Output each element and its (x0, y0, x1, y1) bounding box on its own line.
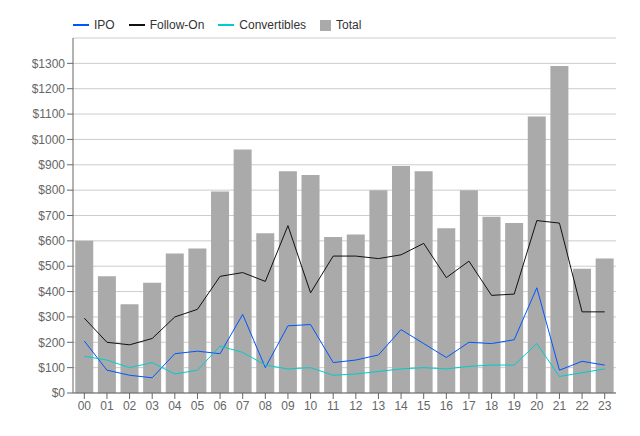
svg-text:13: 13 (372, 399, 386, 413)
svg-text:$600: $600 (38, 234, 65, 248)
svg-text:19: 19 (508, 399, 522, 413)
svg-text:06: 06 (213, 399, 227, 413)
svg-text:11: 11 (327, 399, 340, 413)
svg-text:$900: $900 (38, 158, 65, 172)
svg-text:02: 02 (123, 399, 137, 413)
svg-text:08: 08 (259, 399, 273, 413)
svg-text:04: 04 (168, 399, 182, 413)
svg-text:12: 12 (349, 399, 363, 413)
svg-text:$100: $100 (38, 361, 65, 375)
svg-text:15: 15 (417, 399, 431, 413)
svg-text:14: 14 (394, 399, 408, 413)
svg-text:$300: $300 (38, 310, 65, 324)
svg-text:23: 23 (598, 399, 612, 413)
svg-text:$200: $200 (38, 336, 65, 350)
svg-text:20: 20 (530, 399, 544, 413)
svg-text:$700: $700 (38, 209, 65, 223)
svg-text:16: 16 (440, 399, 454, 413)
html-text:IPO: IPO (94, 18, 115, 32)
svg-text:05: 05 (191, 399, 205, 413)
svg-text:$1100: $1100 (33, 107, 66, 121)
svg-text:03: 03 (146, 399, 160, 413)
svg-text:$1300: $1300 (32, 57, 66, 71)
svg-text:$800: $800 (38, 183, 65, 197)
svg-text:07: 07 (236, 399, 250, 413)
svg-text:$1200: $1200 (32, 82, 66, 96)
svg-text:18: 18 (485, 399, 499, 413)
svg-text:$500: $500 (38, 259, 65, 273)
svg-text:09: 09 (281, 399, 295, 413)
svg-text:$400: $400 (38, 285, 65, 299)
html-text:Follow-On: Follow-On (149, 18, 205, 32)
html-text:Convertibles: Convertibles (239, 18, 307, 32)
svg-text:17: 17 (462, 399, 476, 413)
svg-text:$1000: $1000 (32, 133, 66, 147)
svg-text:22: 22 (575, 399, 589, 413)
svg-text:$0: $0 (52, 386, 66, 400)
svg-text:10: 10 (304, 399, 318, 413)
svg-text:21: 21 (553, 399, 567, 413)
html-text:Total: Total (336, 18, 362, 32)
svg-text:00: 00 (78, 399, 92, 413)
svg-text:01: 01 (100, 399, 114, 413)
